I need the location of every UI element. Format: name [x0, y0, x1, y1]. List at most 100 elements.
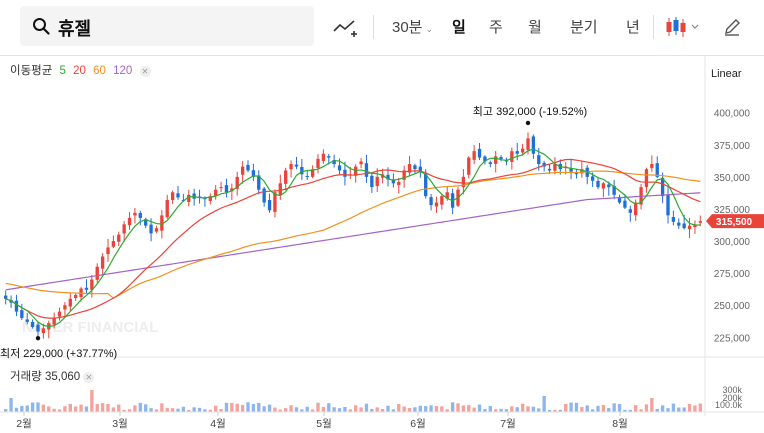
candle-body	[359, 161, 363, 165]
candle-body	[68, 298, 72, 307]
candle-body	[337, 165, 342, 171]
close-ma-legend-icon[interactable]: ✕	[139, 66, 151, 77]
tab-day[interactable]: 일	[452, 19, 466, 36]
candle-body	[467, 157, 471, 175]
scale-toggle[interactable]: Linear	[711, 68, 742, 80]
candle-body	[445, 192, 449, 199]
volume-bar	[68, 403, 72, 412]
volume-bar	[644, 404, 649, 412]
candle-body	[407, 164, 412, 173]
ma120-label: 120	[113, 65, 133, 77]
volume-bar	[407, 408, 412, 412]
volume-bar	[628, 409, 632, 412]
interval-dropdown[interactable]: 30분 ⌄	[392, 16, 433, 37]
volume-bar	[251, 403, 256, 412]
volume-bar	[370, 408, 374, 412]
chart-type-candle-icon[interactable]	[664, 15, 702, 39]
candle-body	[316, 158, 320, 168]
stock-search-box[interactable]: 휴젤	[20, 6, 314, 46]
tab-quarter[interactable]: 분기	[570, 19, 598, 36]
x-tick-label: 4월	[210, 418, 226, 430]
volume-bar	[246, 402, 250, 412]
chart-annotations: 최고 392,000 (-19.52%) 최저 229,000 (+37.77%)…	[0, 105, 764, 360]
volume-bar	[122, 409, 126, 412]
candle-body	[176, 193, 180, 198]
volume-bar	[354, 405, 358, 412]
volume-bar	[520, 403, 525, 412]
volume-bar	[359, 407, 363, 412]
tab-month[interactable]: 월	[528, 19, 542, 36]
volume-bar	[230, 402, 234, 412]
candle-body	[547, 168, 552, 171]
tab-week[interactable]: 주	[489, 19, 503, 36]
candle-body	[483, 156, 487, 162]
volume-bar	[375, 407, 379, 412]
candle-body	[542, 162, 546, 167]
candle-body	[235, 176, 239, 189]
volume-bar	[41, 404, 46, 412]
volume-bar	[483, 409, 487, 412]
watermark: NAVER FINANCIAL	[22, 319, 158, 336]
volume-bar	[537, 408, 541, 412]
volume-bars	[4, 390, 702, 412]
volume-bar	[208, 409, 212, 412]
volume-bar	[273, 407, 277, 412]
volume-bar	[84, 406, 89, 412]
toolbar-divider	[653, 15, 654, 39]
candle-body	[488, 162, 492, 165]
volume-bar	[564, 403, 568, 412]
volume-bar	[90, 390, 94, 412]
pencil-icon[interactable]	[722, 17, 742, 37]
ma120-line	[5, 192, 701, 291]
volume-bar	[127, 409, 132, 412]
volume-bar	[477, 404, 482, 412]
candle-body	[273, 192, 277, 212]
volume-bar	[515, 407, 519, 412]
candle-body	[526, 138, 530, 150]
drawing-line-tool-icon[interactable]	[331, 16, 359, 40]
candle-body	[402, 170, 406, 180]
candle-body	[590, 176, 595, 181]
price-chart[interactable]: NAVER FINANCIAL 225,000 250,000 275,000 300…	[0, 56, 764, 433]
volume-bar	[52, 408, 56, 412]
candle-body	[284, 170, 288, 184]
volume-bar	[456, 403, 460, 412]
volume-bar	[74, 406, 78, 412]
candle-body	[52, 318, 56, 325]
volume-bar	[601, 405, 606, 412]
candle-body	[240, 166, 245, 175]
candle-body	[74, 294, 78, 299]
high-marker	[525, 120, 531, 126]
candle-body	[537, 155, 541, 165]
close-volume-legend-icon[interactable]: ✕	[83, 372, 95, 383]
volume-bar	[510, 406, 514, 412]
volume-bar	[397, 403, 401, 412]
volume-bar	[526, 406, 530, 412]
candle-body	[90, 279, 94, 290]
volume-bar	[660, 405, 665, 412]
candle-body	[41, 328, 46, 334]
volume-bar	[332, 407, 336, 412]
price-tick-label: 300,000	[714, 237, 751, 248]
volume-bar	[472, 407, 476, 412]
candle-body	[397, 182, 401, 186]
volume-bar	[278, 409, 282, 412]
search-icon	[33, 18, 50, 35]
candle-body	[693, 224, 697, 228]
volume-bar	[154, 409, 159, 412]
volume-legend-value: 35,060	[44, 371, 81, 383]
x-tick-label: 7월	[500, 418, 516, 430]
low-label: 최저 229,000 (+37.77%)	[0, 347, 117, 360]
candle-body	[219, 187, 223, 189]
volume-bar	[504, 409, 509, 412]
candle-body	[375, 176, 379, 187]
candle-body	[20, 310, 24, 319]
volume-bar	[542, 396, 546, 412]
volume-tick-label: 300k	[722, 385, 742, 395]
candle-body	[499, 157, 503, 159]
volume-bar	[445, 409, 449, 412]
volume-bar	[316, 402, 320, 412]
candle-body	[257, 175, 261, 190]
tab-year[interactable]: 년	[626, 19, 640, 36]
candle-body	[251, 170, 256, 177]
